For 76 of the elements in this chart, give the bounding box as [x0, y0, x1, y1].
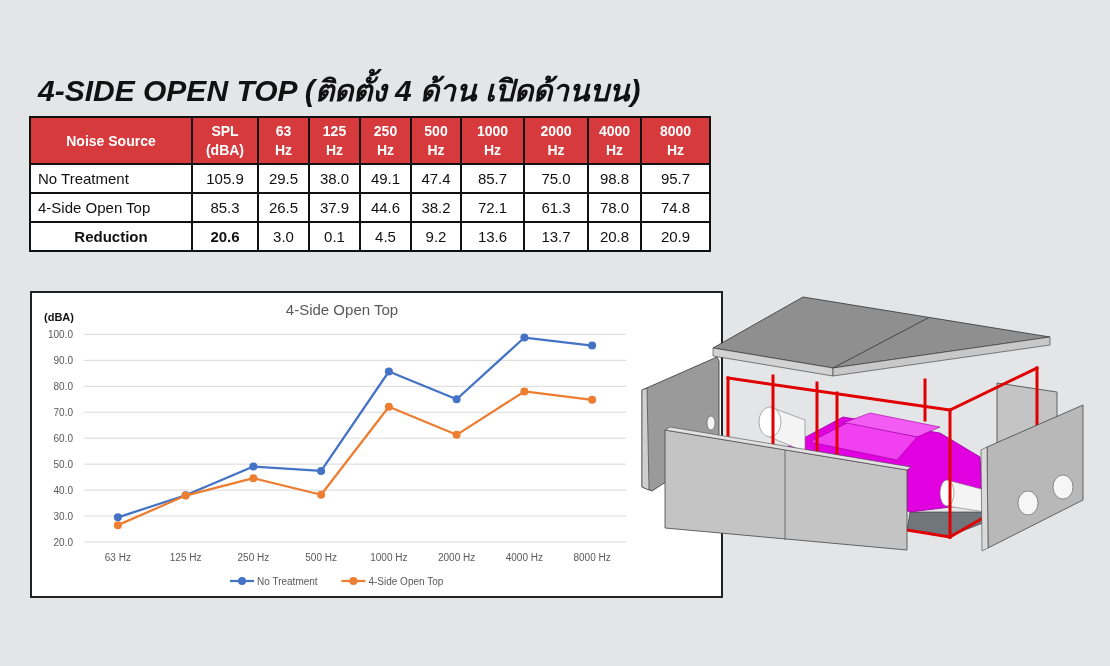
data-label: 26.5	[268, 198, 299, 216]
point	[249, 462, 258, 471]
point	[317, 466, 326, 475]
point	[249, 474, 258, 483]
data-label: 37.9	[319, 198, 350, 216]
data-label: 20.6	[210, 227, 240, 245]
point	[520, 333, 529, 342]
point	[520, 387, 529, 396]
x-tick-label: 2000 Hz	[438, 552, 476, 563]
chart-title: 4-Side Open Top	[285, 301, 399, 318]
data-label: 85.3	[210, 198, 240, 216]
y-tick-label: 40.0	[53, 484, 74, 496]
text: Reduction	[74, 227, 148, 245]
category-label: 63 Hz	[274, 123, 293, 158]
data-label: 72.1	[477, 198, 508, 216]
y-tick-label: 60.0	[53, 432, 74, 444]
data-label: 85.7	[477, 169, 508, 187]
point	[384, 367, 393, 376]
point	[452, 430, 461, 439]
data-label: 44.6	[370, 198, 401, 216]
data-label: 0.1	[324, 227, 345, 245]
data-label: 49.1	[370, 169, 401, 187]
data-label: 20.9	[660, 227, 691, 245]
category-label: 8000 Hz	[659, 123, 692, 158]
data-label: 13.7	[541, 227, 571, 245]
x-tick-label: 4000 Hz	[505, 552, 543, 563]
data-label: 78.0	[599, 198, 630, 216]
point	[113, 513, 122, 522]
data-label: 47.4	[421, 169, 451, 187]
x-tick-label: 8000 Hz	[573, 552, 611, 563]
x-tick-label: 250 Hz	[237, 552, 270, 563]
y-tick-label: 70.0	[53, 406, 74, 418]
x-tick-label: 63 Hz	[104, 552, 131, 563]
y-tick-label: 20.0	[53, 536, 74, 548]
data-label: 74.8	[660, 198, 691, 216]
legend-label: 4-Side Open Top	[368, 575, 444, 587]
category-label: 500 Hz	[424, 123, 448, 158]
category-label: 4000 Hz	[598, 123, 631, 158]
x-tick-label: 125 Hz	[169, 552, 202, 563]
x-tick-label: 500 Hz	[305, 552, 337, 563]
text: 4-Side Open Top	[38, 198, 151, 216]
data-label: 9.2	[425, 227, 447, 245]
point	[384, 402, 393, 411]
category-label: 1000 Hz	[476, 123, 509, 158]
y-tick-label: 30.0	[53, 510, 74, 522]
x-tick-label: 1000 Hz	[370, 552, 408, 563]
category-label: 125 Hz	[322, 123, 347, 158]
data-label: 38.0	[319, 169, 350, 187]
data-label: 75.0	[541, 169, 571, 187]
legend-label: No Treatment	[257, 575, 318, 587]
data-label: 105.9	[206, 169, 244, 187]
data-label: 95.7	[660, 169, 691, 187]
category-label: SPL (dBA)	[205, 123, 245, 158]
text: 4-SIDE OPEN TOP (ติดตั้ง 4 ด้าน เปิดด้านบน)	[37, 68, 641, 107]
data-label: 20.8	[599, 227, 630, 245]
point	[588, 395, 597, 404]
y-tick-label: 100.0	[47, 328, 74, 340]
data-label: 61.3	[541, 198, 571, 216]
y-tick-label: 90.0	[53, 354, 74, 366]
data-label: 98.8	[599, 169, 630, 187]
data-label: 4.5	[375, 227, 396, 245]
legend-title: Noise Source	[66, 132, 156, 149]
category-label: 2000 Hz	[540, 123, 572, 158]
category-label: 250 Hz	[373, 123, 398, 158]
data-label: 13.6	[477, 227, 508, 245]
point	[588, 341, 597, 350]
y-tick-label: 50.0	[53, 458, 74, 470]
y-axis-title: (dBA)	[44, 311, 75, 323]
data-label: 3.0	[273, 227, 294, 245]
data-label: 38.2	[421, 198, 451, 216]
text: No Treatment	[38, 169, 130, 187]
point	[452, 395, 461, 404]
data-label: 29.5	[268, 169, 299, 187]
point	[317, 490, 326, 499]
y-tick-label: 80.0	[53, 380, 74, 392]
point	[113, 521, 122, 530]
